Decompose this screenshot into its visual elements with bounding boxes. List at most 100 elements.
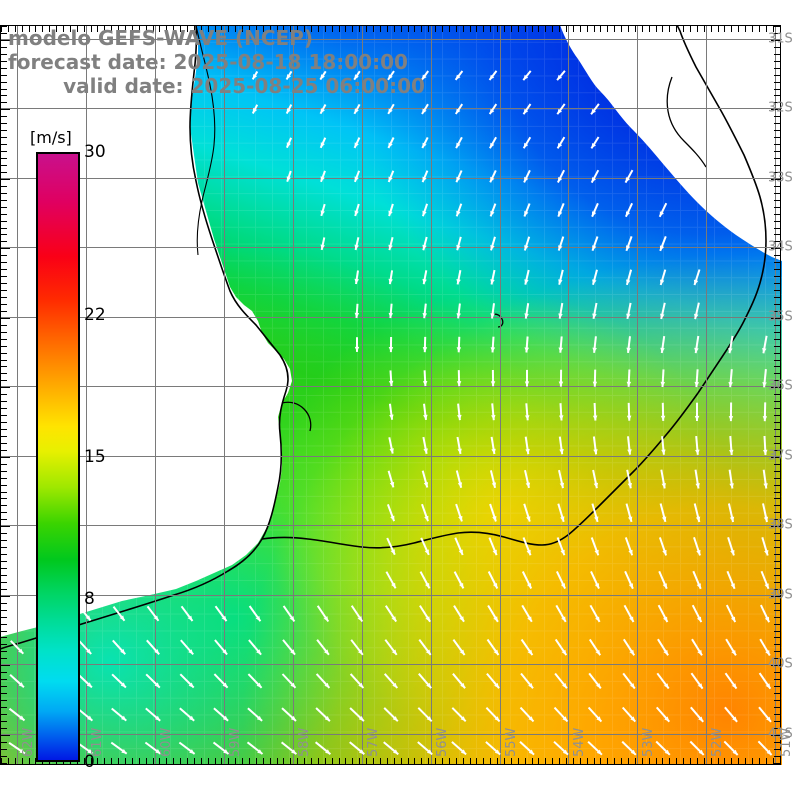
wind-arrow	[557, 203, 565, 217]
wind-arrow	[354, 237, 360, 251]
wind-arrow	[452, 639, 466, 656]
wind-arrow	[417, 707, 433, 723]
wind-arrow	[354, 337, 360, 352]
wind-arrow	[762, 369, 767, 388]
wind-arrow	[419, 571, 431, 589]
wind-arrow	[417, 741, 433, 756]
wind-arrow	[759, 638, 771, 657]
wind-arrow	[558, 269, 564, 285]
wind-arrow	[248, 605, 262, 622]
wind-arrow	[728, 402, 734, 422]
wind-arrow	[8, 741, 26, 755]
wind-arrow	[486, 638, 500, 656]
wind-arrow	[522, 70, 532, 81]
wind-arrow	[490, 269, 496, 285]
wind-arrow	[455, 503, 463, 522]
gridline-latitude	[0, 525, 782, 526]
latitude-label: 40S	[768, 656, 793, 672]
wind-arrow	[622, 672, 636, 690]
wind-arrow	[489, 503, 497, 522]
wind-arrow	[557, 503, 565, 523]
wind-arrow	[725, 638, 737, 656]
wind-arrow	[558, 302, 564, 319]
colorbar-tick: 22	[84, 304, 106, 325]
wind-arrow	[488, 537, 498, 556]
wind-arrow	[523, 236, 531, 251]
wind-arrow	[421, 470, 429, 488]
latitude-label: 38S	[768, 517, 793, 533]
wind-arrow	[623, 604, 635, 623]
longitude-label: 58W	[296, 727, 312, 757]
wind-arrow	[592, 469, 599, 489]
wind-arrow	[554, 638, 568, 656]
wind-arrow	[525, 403, 530, 421]
wind-arrow	[456, 270, 462, 285]
wind-arrow	[591, 503, 599, 523]
wind-arrow	[383, 673, 399, 689]
wind-arrow	[660, 335, 666, 354]
wind-arrow	[592, 269, 598, 286]
title-block: modelo GEFS-WAVE (NCEP) forecast date: 2…	[8, 26, 480, 98]
wind-arrow	[659, 236, 667, 252]
wind-arrow	[729, 435, 734, 455]
wind-arrow	[455, 203, 463, 217]
wind-arrow	[728, 335, 734, 354]
latitude-label: 36S	[768, 378, 793, 394]
colorbar-tick: 15	[84, 447, 106, 467]
wind-direction-arrows	[8, 70, 773, 756]
wind-arrow	[388, 303, 393, 319]
wind-arrow	[384, 605, 398, 623]
wind-arrow	[353, 103, 361, 115]
wind-arrow	[282, 605, 296, 622]
wind-arrow	[179, 707, 195, 722]
wind-arrow	[451, 741, 467, 756]
wind-arrow	[349, 707, 365, 722]
wind-arrow	[558, 469, 565, 489]
wind-arrow	[658, 202, 668, 218]
colorbar-tick: 0	[84, 752, 95, 772]
wind-arrow	[592, 336, 597, 353]
wind-arrow	[76, 707, 94, 722]
wind-arrow	[247, 673, 263, 689]
wind-arrow	[418, 673, 432, 689]
wind-arrow	[146, 639, 160, 655]
wind-arrow	[486, 672, 500, 689]
wind-arrow	[489, 470, 497, 489]
wind-arrow	[660, 402, 666, 421]
wind-arrow	[524, 269, 530, 285]
wind-arrow	[657, 604, 669, 623]
colorbar-unit-label: [m/s]	[30, 128, 72, 147]
wind-arrow	[9, 673, 25, 688]
wind-arrow	[692, 570, 702, 590]
longitude-label: 51W	[779, 727, 795, 757]
wind-arrow	[762, 402, 768, 422]
latitude-label: 32S	[768, 100, 793, 116]
wind-arrow	[626, 302, 632, 320]
longitude-label: 52W	[710, 727, 726, 757]
wind-arrow	[728, 369, 733, 388]
wind-arrow	[247, 707, 263, 722]
wind-arrow	[456, 303, 461, 319]
wind-arrow	[621, 706, 637, 723]
wind-arrow	[78, 639, 92, 655]
wind-arrow	[694, 335, 700, 354]
colorbar	[36, 152, 80, 762]
latitude-label: 37S	[768, 448, 793, 464]
wind-arrow	[212, 741, 230, 755]
map-plot-area	[0, 25, 782, 765]
wind-arrow	[456, 336, 462, 353]
wind-arrow	[522, 537, 532, 556]
wind-arrow	[558, 336, 563, 353]
wind-arrow	[694, 369, 699, 388]
gridline-longitude	[431, 25, 432, 765]
gridline-latitude	[0, 734, 782, 735]
gridline-longitude	[500, 25, 501, 765]
wind-arrow	[556, 103, 566, 115]
wind-arrow	[422, 436, 428, 454]
wind-arrow	[349, 673, 365, 689]
wind-arrow	[487, 604, 499, 623]
wind-arrow	[590, 136, 600, 149]
wind-arrow	[757, 740, 773, 756]
wind-arrow	[693, 269, 701, 286]
